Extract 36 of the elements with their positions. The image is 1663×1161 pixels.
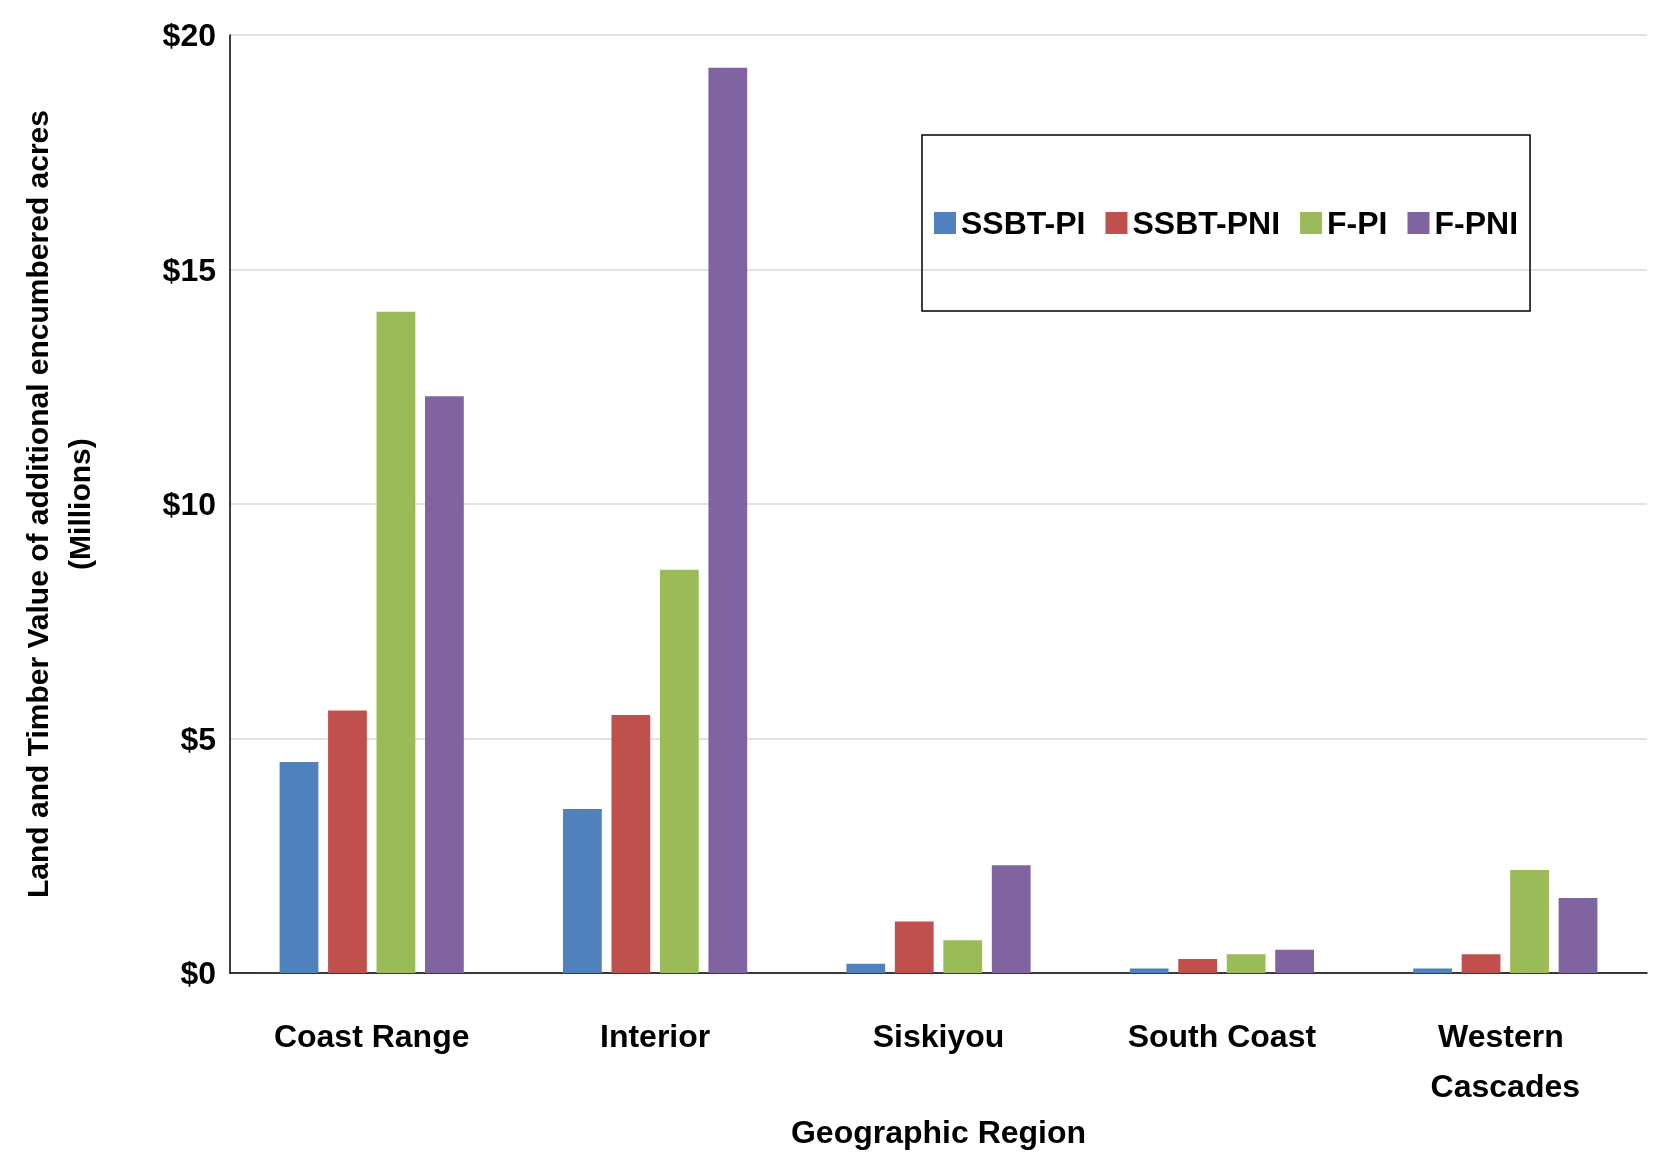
bar bbox=[1178, 959, 1218, 974]
bar bbox=[894, 921, 934, 974]
bar bbox=[659, 569, 699, 974]
y-tick-label: $0 bbox=[180, 955, 216, 992]
x-tick-label: Siskiyou bbox=[872, 1018, 1005, 1055]
y-tick-label: $5 bbox=[180, 720, 216, 757]
bar bbox=[1129, 968, 1169, 974]
x-tick-label: Western Cascades bbox=[1430, 1018, 1581, 1105]
y-axis-title: Land and Timber Value of additional encumbered acres (Millions) bbox=[20, 110, 96, 899]
bar bbox=[425, 396, 464, 974]
bar bbox=[376, 311, 416, 974]
legend-label: F-PI bbox=[1327, 205, 1388, 241]
x-axis-title: Geographic Region bbox=[790, 1114, 1087, 1150]
x-tick-label: Coast Range bbox=[273, 1018, 470, 1055]
x-tick-label: South Coast bbox=[1127, 1018, 1317, 1055]
bar bbox=[279, 762, 319, 974]
y-tick-label: $20 bbox=[162, 17, 216, 53]
bar bbox=[1510, 869, 1549, 974]
bar bbox=[611, 715, 651, 974]
bar bbox=[708, 67, 748, 974]
bar bbox=[943, 940, 983, 974]
x-tick-label: Interior bbox=[599, 1018, 711, 1055]
legend-label: SSBT-PNI bbox=[1132, 205, 1281, 241]
y-tick-label: $10 bbox=[162, 486, 216, 523]
bar bbox=[1558, 898, 1598, 974]
bar bbox=[846, 963, 886, 974]
bar bbox=[1413, 968, 1452, 974]
bar bbox=[1461, 954, 1501, 974]
legend-label: F-PNI bbox=[1434, 205, 1519, 241]
legend-label: SSBT-PI bbox=[961, 205, 1086, 241]
bar bbox=[1275, 949, 1315, 974]
bar bbox=[563, 808, 602, 974]
bar bbox=[328, 710, 367, 974]
bar bbox=[1226, 954, 1266, 974]
bar bbox=[991, 865, 1031, 974]
y-tick-label: $15 bbox=[162, 251, 216, 288]
